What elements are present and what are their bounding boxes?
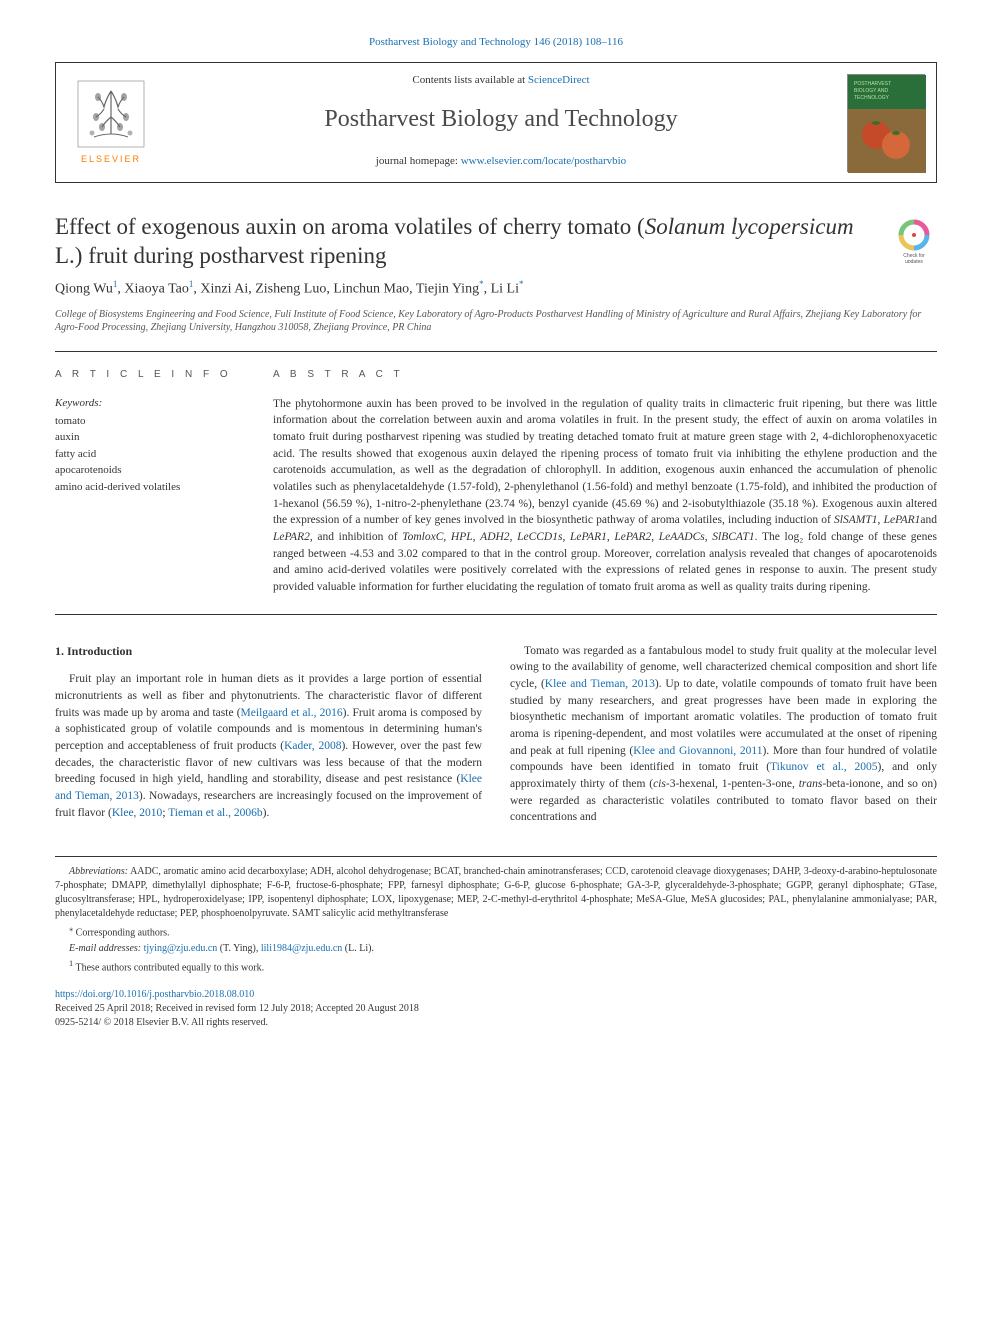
doi-link[interactable]: https://doi.org/10.1016/j.postharvbio.20… [55,989,254,1000]
footer-block: https://doi.org/10.1016/j.postharvbio.20… [55,988,937,1030]
keyword-item: auxin [55,429,245,446]
authors-line: Qiong Wu1, Xiaoya Tao1, Xinzi Ai, Zishen… [55,278,937,299]
email-label: E-mail addresses: [69,943,141,954]
citation-link[interactable]: Klee and Tieman, 2013 [55,773,482,802]
title-pre: Effect of exogenous auxin on aroma volat… [55,214,645,239]
title-post: L.) fruit during postharvest ripening [55,243,387,268]
citation-link[interactable]: Tieman et al., 2006b [168,807,262,819]
svg-text:TECHNOLOGY: TECHNOLOGY [854,95,890,101]
contents-line: Contents lists available at ScienceDirec… [176,73,826,88]
email-footnote: E-mail addresses: tjying@zju.edu.cn (T. … [55,942,937,956]
corresponding-footnote: ⁎ Corresponding authors. [55,923,937,940]
introduction-section: 1. Introduction Fruit play an important … [55,643,937,826]
affiliation: College of Biosystems Engineering and Fo… [55,308,937,335]
check-updates-icon[interactable]: Check for updates [891,217,937,263]
svg-text:POSTHARVEST: POSTHARVEST [854,81,891,87]
citation-link[interactable]: Klee, 2010 [112,807,162,819]
journal-name: Postharvest Biology and Technology [176,103,826,137]
contents-prefix: Contents lists available at [412,74,527,86]
keyword-item: apocarotenoids [55,462,245,479]
cover-thumbnail-block: POSTHARVEST BIOLOGY AND TECHNOLOGY [836,63,936,181]
citation-link[interactable]: Klee and Tieman, 2013 [545,678,655,690]
intro-heading: 1. Introduction [55,643,482,660]
footnotes-block: Abbreviations: AADC, aromatic amino acid… [55,856,937,976]
keywords-label: Keywords: [55,396,245,411]
article-info-column: A R T I C L E I N F O Keywords: tomato a… [55,368,245,596]
intro-paragraph-1: Fruit play an important role in human di… [55,671,482,821]
elsevier-tree-logo [76,79,146,149]
email-link-1[interactable]: tjying@zju.edu.cn [144,943,218,954]
email-link-2[interactable]: lili1984@zju.edu.cn [261,943,342,954]
copyright-line: 0925-5214/ © 2018 Elsevier B.V. All righ… [55,1016,937,1030]
homepage-line: journal homepage: www.elsevier.com/locat… [176,154,826,169]
header-center: Contents lists available at ScienceDirec… [166,63,836,181]
article-title: Effect of exogenous auxin on aroma volat… [55,213,871,271]
svg-text:updates: updates [905,259,923,263]
publisher-logo-block: ELSEVIER [56,63,166,181]
homepage-link[interactable]: www.elsevier.com/locate/postharvbio [461,155,626,167]
keyword-item: tomato [55,413,245,430]
abstract-column: A B S T R A C T The phytohormone auxin h… [273,368,937,596]
abstract-label: A B S T R A C T [273,368,937,382]
journal-header: ELSEVIER Contents lists available at Sci… [55,62,937,182]
abbreviations-footnote: Abbreviations: AADC, aromatic amino acid… [55,865,937,921]
title-species: Solanum lycopersicum [645,214,854,239]
citation-link[interactable]: Klee and Giovannoni, 2011 [633,745,762,757]
contrib-text: These authors contributed equally to thi… [76,963,265,974]
corr-text: Corresponding authors. [76,927,170,938]
keyword-item: amino acid-derived volatiles [55,479,245,496]
abbr-label: Abbreviations: [69,866,128,877]
divider-bottom [55,614,937,615]
homepage-prefix: journal homepage: [376,155,461,167]
received-line: Received 25 April 2018; Received in revi… [55,1002,937,1016]
intro-paragraph-2: Tomato was regarded as a fantabulous mod… [510,643,937,826]
email-name-2: (L. Li). [342,943,374,954]
email-name-1: (T. Ying), [217,943,261,954]
citation-link[interactable]: Meilgaard et al., 2016 [241,707,343,719]
journal-citation[interactable]: Postharvest Biology and Technology 146 (… [55,35,937,50]
contrib-footnote: 1 These authors contributed equally to t… [55,958,937,975]
article-info-label: A R T I C L E I N F O [55,368,245,382]
keyword-item: fatty acid [55,446,245,463]
abbr-text: AADC, aromatic amino acid decarboxylase;… [55,866,937,919]
svg-text:BIOLOGY AND: BIOLOGY AND [854,88,888,94]
citation-link[interactable]: Kader, 2008 [284,740,341,752]
abstract-text: The phytohormone auxin has been proved t… [273,396,937,596]
journal-cover-thumbnail: POSTHARVEST BIOLOGY AND TECHNOLOGY [847,74,925,172]
sciencedirect-link[interactable]: ScienceDirect [528,74,590,86]
citation-link[interactable]: Tikunov et al., 2005 [770,761,877,773]
elsevier-label: ELSEVIER [81,153,141,166]
